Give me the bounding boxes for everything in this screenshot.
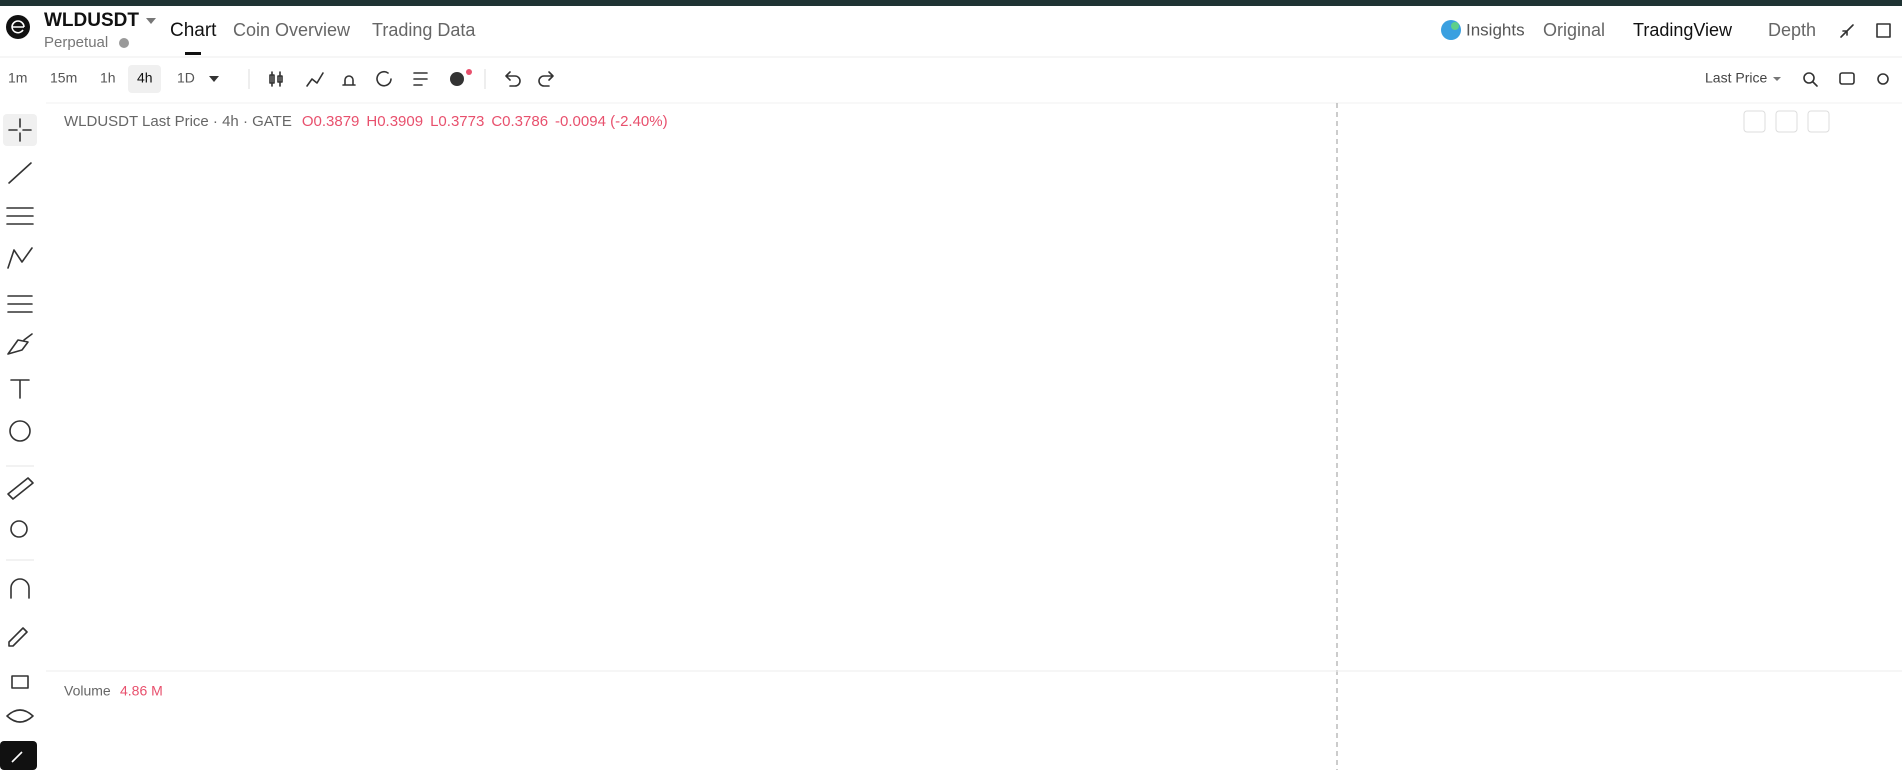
fullscreen-icon[interactable] bbox=[1876, 23, 1891, 38]
legend: WLDUSDT Last Price · 4h · GATE O0.3879 H0.… bbox=[64, 113, 668, 130]
tool-active-bg bbox=[3, 114, 37, 146]
crosshair-tool[interactable] bbox=[8, 118, 32, 142]
legend-title: WLDUSDT Last Price · 4h · GATE bbox=[64, 113, 292, 130]
collapse-icon[interactable] bbox=[1840, 24, 1854, 38]
replay-icon[interactable] bbox=[376, 70, 392, 87]
price-source[interactable]: Last Price bbox=[1705, 70, 1767, 86]
trendline-tool[interactable] bbox=[8, 162, 32, 184]
legend-high: H0.3909 bbox=[366, 113, 423, 130]
magnet-tool[interactable] bbox=[10, 578, 30, 599]
plugin-icon[interactable] bbox=[450, 72, 464, 86]
alert-icon[interactable] bbox=[342, 75, 356, 86]
legend-open: O0.3879 bbox=[302, 113, 360, 130]
insights-icon-dot bbox=[1451, 22, 1459, 30]
logo-mark bbox=[11, 20, 25, 34]
header-link[interactable]: TradingView bbox=[1633, 20, 1733, 40]
lock-tool[interactable] bbox=[11, 675, 29, 689]
interval-dropdown[interactable] bbox=[209, 76, 219, 82]
hide-tool[interactable] bbox=[6, 709, 34, 723]
tab[interactable]: Chart bbox=[170, 20, 217, 41]
undo-icon[interactable] bbox=[505, 71, 521, 87]
contract-type: Perpetual bbox=[44, 34, 108, 51]
interval[interactable]: 1D bbox=[177, 70, 195, 86]
link-tool bbox=[11, 751, 23, 763]
header-link[interactable]: Original bbox=[1543, 20, 1605, 40]
search-icon-handle bbox=[1812, 81, 1818, 87]
header-link[interactable]: Insights bbox=[1466, 20, 1525, 39]
legend-low: L0.3773 bbox=[430, 113, 484, 130]
text-tool[interactable] bbox=[10, 379, 30, 399]
settings-icon[interactable] bbox=[1877, 73, 1889, 85]
tab[interactable]: Trading Data bbox=[372, 20, 476, 40]
brush-tool[interactable] bbox=[7, 333, 33, 355]
legend-change: -0.0094 (-2.40%) bbox=[555, 113, 668, 130]
interval[interactable]: 15m bbox=[50, 70, 77, 86]
projection-tool[interactable] bbox=[7, 295, 33, 313]
zoom-tool[interactable] bbox=[10, 520, 28, 538]
interval[interactable]: 1h bbox=[100, 70, 116, 86]
chart-button[interactable] bbox=[1807, 110, 1830, 133]
header-link[interactable]: Depth bbox=[1768, 20, 1816, 40]
chart-button[interactable] bbox=[1743, 110, 1766, 133]
tab-underline bbox=[185, 52, 201, 55]
interval[interactable]: 1m bbox=[8, 70, 27, 86]
legend-close: C0.3786 bbox=[491, 113, 548, 130]
interval[interactable]: 4h bbox=[137, 70, 153, 86]
interval-active-bg bbox=[128, 65, 161, 93]
plugin-badge bbox=[466, 69, 472, 75]
measure-tool[interactable] bbox=[7, 477, 34, 500]
search-icon[interactable] bbox=[1803, 72, 1815, 84]
template-icon[interactable] bbox=[413, 72, 428, 86]
chart-button[interactable] bbox=[1775, 110, 1798, 133]
fib-tool[interactable] bbox=[6, 207, 34, 225]
tab[interactable]: Coin Overview bbox=[233, 20, 351, 40]
symbol-dropdown[interactable] bbox=[146, 18, 156, 24]
pattern-tool[interactable] bbox=[7, 247, 33, 269]
candle-type-icon[interactable] bbox=[269, 71, 283, 87]
top-bar bbox=[0, 0, 1902, 6]
insights-icon[interactable] bbox=[1441, 20, 1461, 40]
indicator-icon[interactable] bbox=[306, 72, 324, 87]
volume-last: 4.86 M bbox=[120, 683, 163, 699]
price-source-dropdown[interactable] bbox=[1773, 77, 1781, 81]
redo-icon[interactable] bbox=[538, 71, 554, 87]
stay-drawing-tool[interactable] bbox=[8, 627, 28, 647]
emoji-tool[interactable] bbox=[9, 420, 31, 442]
info-icon[interactable] bbox=[119, 38, 129, 48]
symbol[interactable]: WLDUSDT bbox=[44, 10, 139, 31]
snapshot-icon[interactable] bbox=[1839, 72, 1855, 85]
volume-title: Volume bbox=[64, 683, 111, 699]
